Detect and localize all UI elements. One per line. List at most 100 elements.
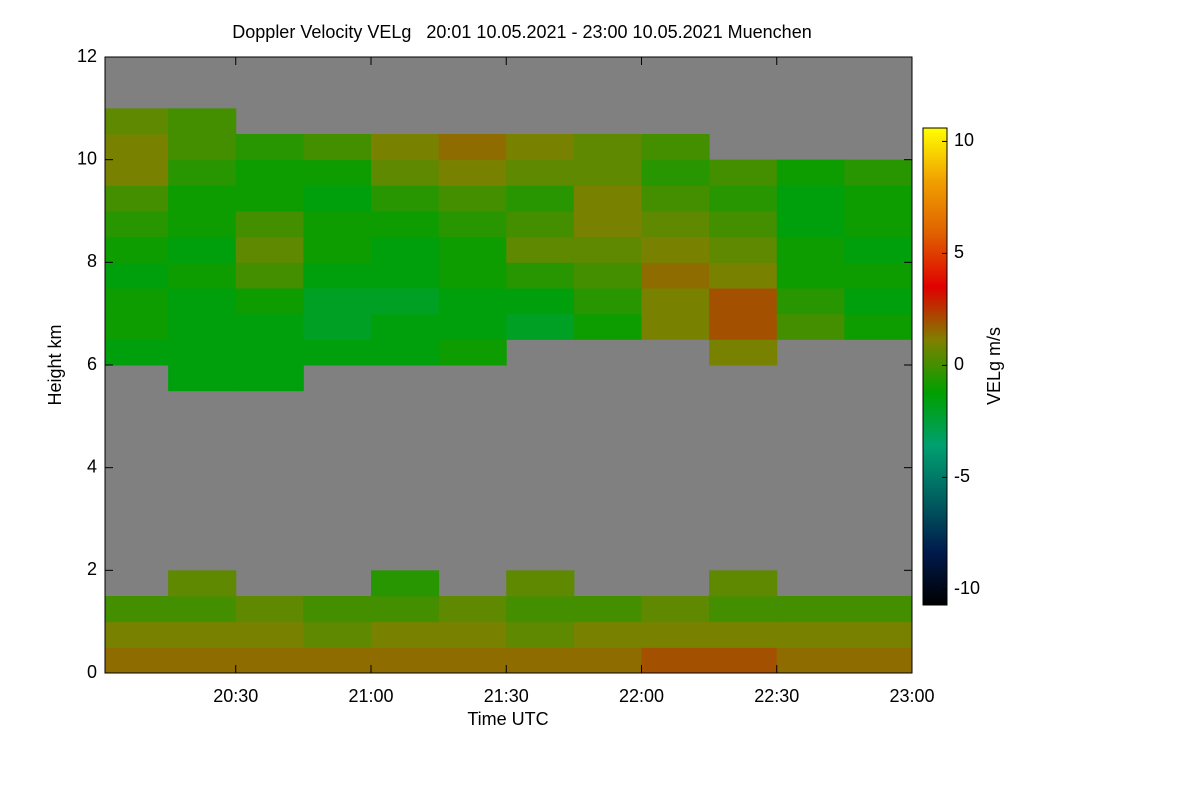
chart-title: Doppler Velocity VELg 20:01 10.05.2021 -… [232, 22, 811, 42]
heatmap-cell [641, 211, 710, 238]
heatmap-cell [844, 288, 912, 315]
heatmap-cell [844, 647, 912, 673]
heatmap-cell [303, 288, 372, 315]
heatmap-cell [506, 313, 575, 340]
heatmap-cell [776, 211, 845, 238]
heatmap-cell [438, 262, 507, 289]
heatmap-cell [370, 570, 440, 597]
heatmap-cell [844, 159, 912, 186]
heatmap-cell [168, 313, 237, 340]
heatmap-cell [370, 134, 440, 161]
heatmap-cell [235, 596, 304, 623]
heatmap-cell [105, 596, 169, 623]
heatmap-cell [303, 313, 372, 340]
heatmap-cell [168, 134, 237, 161]
heatmap-cell [235, 313, 304, 340]
heatmap-cell [303, 596, 372, 623]
heatmap-cell [776, 262, 845, 289]
heatmap-cell [168, 236, 237, 263]
heatmap-cell [235, 365, 304, 392]
heatmap-cell [303, 262, 372, 289]
heatmap-cell [844, 236, 912, 263]
heatmap-cell [506, 236, 575, 263]
heatmap-cell [438, 211, 507, 238]
heatmap-cell [573, 288, 642, 315]
colorbar-tick-label: 0 [954, 354, 964, 374]
heatmap-cell [709, 236, 778, 263]
heatmap-cell [438, 313, 507, 340]
colorbar [922, 127, 948, 606]
heatmap-cell [641, 159, 710, 186]
heatmap-cell [641, 236, 710, 263]
heatmap-cell [776, 288, 845, 315]
x-axis-label: Time UTC [467, 709, 548, 729]
heatmap-cell [573, 647, 642, 673]
heatmap-cell [168, 288, 237, 315]
heatmap-cell [105, 313, 169, 340]
heatmap-cell [235, 288, 304, 315]
heatmap-cell [844, 262, 912, 289]
heatmap-cell [438, 339, 507, 366]
heatmap-cell [709, 159, 778, 186]
heatmap-cell [438, 185, 507, 212]
heatmap-cell [370, 313, 440, 340]
heatmap-cell [506, 134, 575, 161]
heatmap-cell [105, 211, 169, 238]
heatmap-cell [573, 185, 642, 212]
heatmap-cell [370, 159, 440, 186]
heatmap-cell [105, 288, 169, 315]
heatmap-cell [105, 621, 169, 648]
heatmap-cell [105, 236, 169, 263]
heatmap-cell [370, 185, 440, 212]
heatmap-cell [303, 647, 372, 673]
heatmap-cell [370, 211, 440, 238]
heatmap-cell [438, 288, 507, 315]
heatmap-cell [641, 185, 710, 212]
heatmap-cell [105, 647, 169, 673]
heatmap-cell [303, 185, 372, 212]
heatmap-cell [303, 211, 372, 238]
heatmap-cell [506, 596, 575, 623]
y-tick-label: 6 [87, 354, 97, 374]
heatmap-cell [168, 262, 237, 289]
heatmap-cell [235, 159, 304, 186]
heatmap-cell [235, 236, 304, 263]
heatmap-cell [303, 159, 372, 186]
heatmap-cell [709, 339, 778, 366]
heatmap-cell [641, 621, 710, 648]
heatmap-cell [709, 570, 778, 597]
heatmap-cell [709, 621, 778, 648]
heatmap-cell [776, 236, 845, 263]
heatmap-cell [844, 313, 912, 340]
heatmap-cell [573, 262, 642, 289]
x-tick-label: 22:00 [619, 686, 664, 706]
heatmap-cell [709, 211, 778, 238]
heatmap-cell [506, 185, 575, 212]
heatmap-cell [105, 262, 169, 289]
heatmap-cell [844, 185, 912, 212]
heatmap-cell [168, 211, 237, 238]
y-tick-label: 10 [77, 148, 97, 168]
heatmap-cell [370, 262, 440, 289]
heatmap-cell [235, 647, 304, 673]
heatmap-cell [438, 596, 507, 623]
heatmap-cell [370, 621, 440, 648]
colorbar-tick-label: 5 [954, 242, 964, 262]
y-axis-label: Height km [45, 324, 65, 405]
heatmap-cell [506, 159, 575, 186]
heatmap-cell [168, 647, 237, 673]
heatmap-cell [105, 159, 169, 186]
heatmap-cell [573, 313, 642, 340]
heatmap-cell [168, 159, 237, 186]
heatmap-cell [641, 134, 710, 161]
heatmap-cell [235, 339, 304, 366]
colorbar-tick-label: 10 [954, 130, 974, 150]
heatmap-cell [370, 339, 440, 366]
heatmap-cell [776, 647, 845, 673]
heatmap-cell [844, 621, 912, 648]
heatmap-cell [506, 570, 575, 597]
heatmap-cell [303, 134, 372, 161]
heatmap-cell [776, 621, 845, 648]
y-tick-label: 12 [77, 46, 97, 66]
